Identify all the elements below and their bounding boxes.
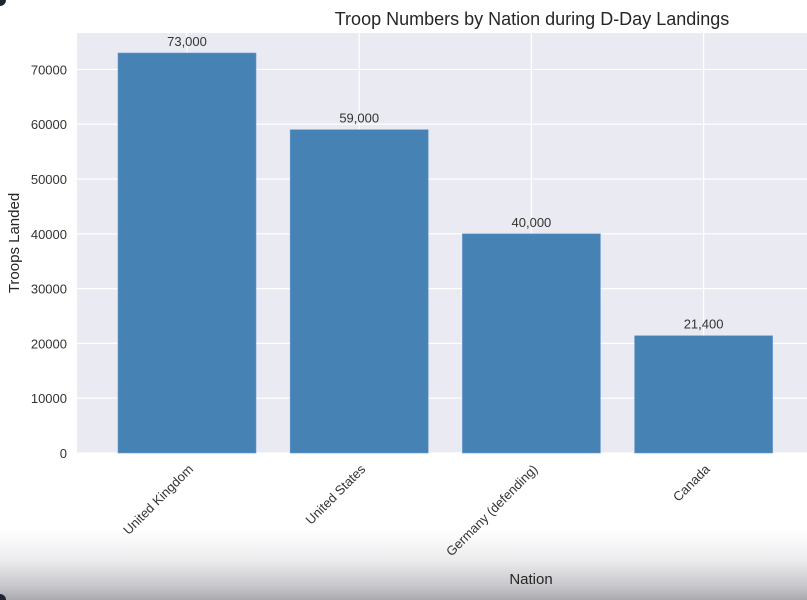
x-axis-ticks: United Kingdom United States Germany (defe… [120, 461, 713, 559]
x-tick-label: Canada [670, 461, 713, 504]
bar-united-states [289, 129, 429, 454]
bar-value-label: 59,000 [339, 111, 379, 126]
bar-germany-defending [462, 233, 601, 454]
x-tick-label: United Kingdom [120, 462, 196, 538]
x-tick-label: United States [303, 461, 369, 527]
y-tick-label: 0 [60, 446, 67, 461]
bars [117, 52, 773, 454]
y-tick-label: 20000 [31, 336, 67, 351]
y-tick-label: 60000 [31, 117, 67, 132]
window-corner-bottom-left [0, 594, 6, 600]
bar-value-label: 73,000 [167, 34, 207, 49]
y-axis-ticks: 0 10000 20000 30000 40000 50000 60000 70000 [31, 62, 67, 461]
window-corner-top-left [0, 0, 6, 6]
y-tick-label: 50000 [31, 172, 67, 187]
x-axis-label: Nation [509, 571, 552, 588]
x-tick-label: Germany (defending) [443, 462, 540, 559]
bar-value-label: 40,000 [512, 215, 552, 230]
y-tick-label: 40000 [31, 227, 67, 242]
bar-value-labels: 73,000 59,000 40,000 21,400 [167, 34, 723, 332]
y-axis-label: Troops Landed [6, 193, 23, 293]
y-tick-label: 30000 [31, 282, 67, 297]
bar-united-kingdom [117, 52, 257, 454]
bar-value-label: 21,400 [684, 317, 724, 332]
bar-canada [634, 335, 773, 454]
y-tick-label: 70000 [31, 62, 67, 77]
chart-title: Troop Numbers by Nation during D-Day Lan… [335, 9, 730, 29]
y-tick-label: 10000 [31, 391, 67, 406]
